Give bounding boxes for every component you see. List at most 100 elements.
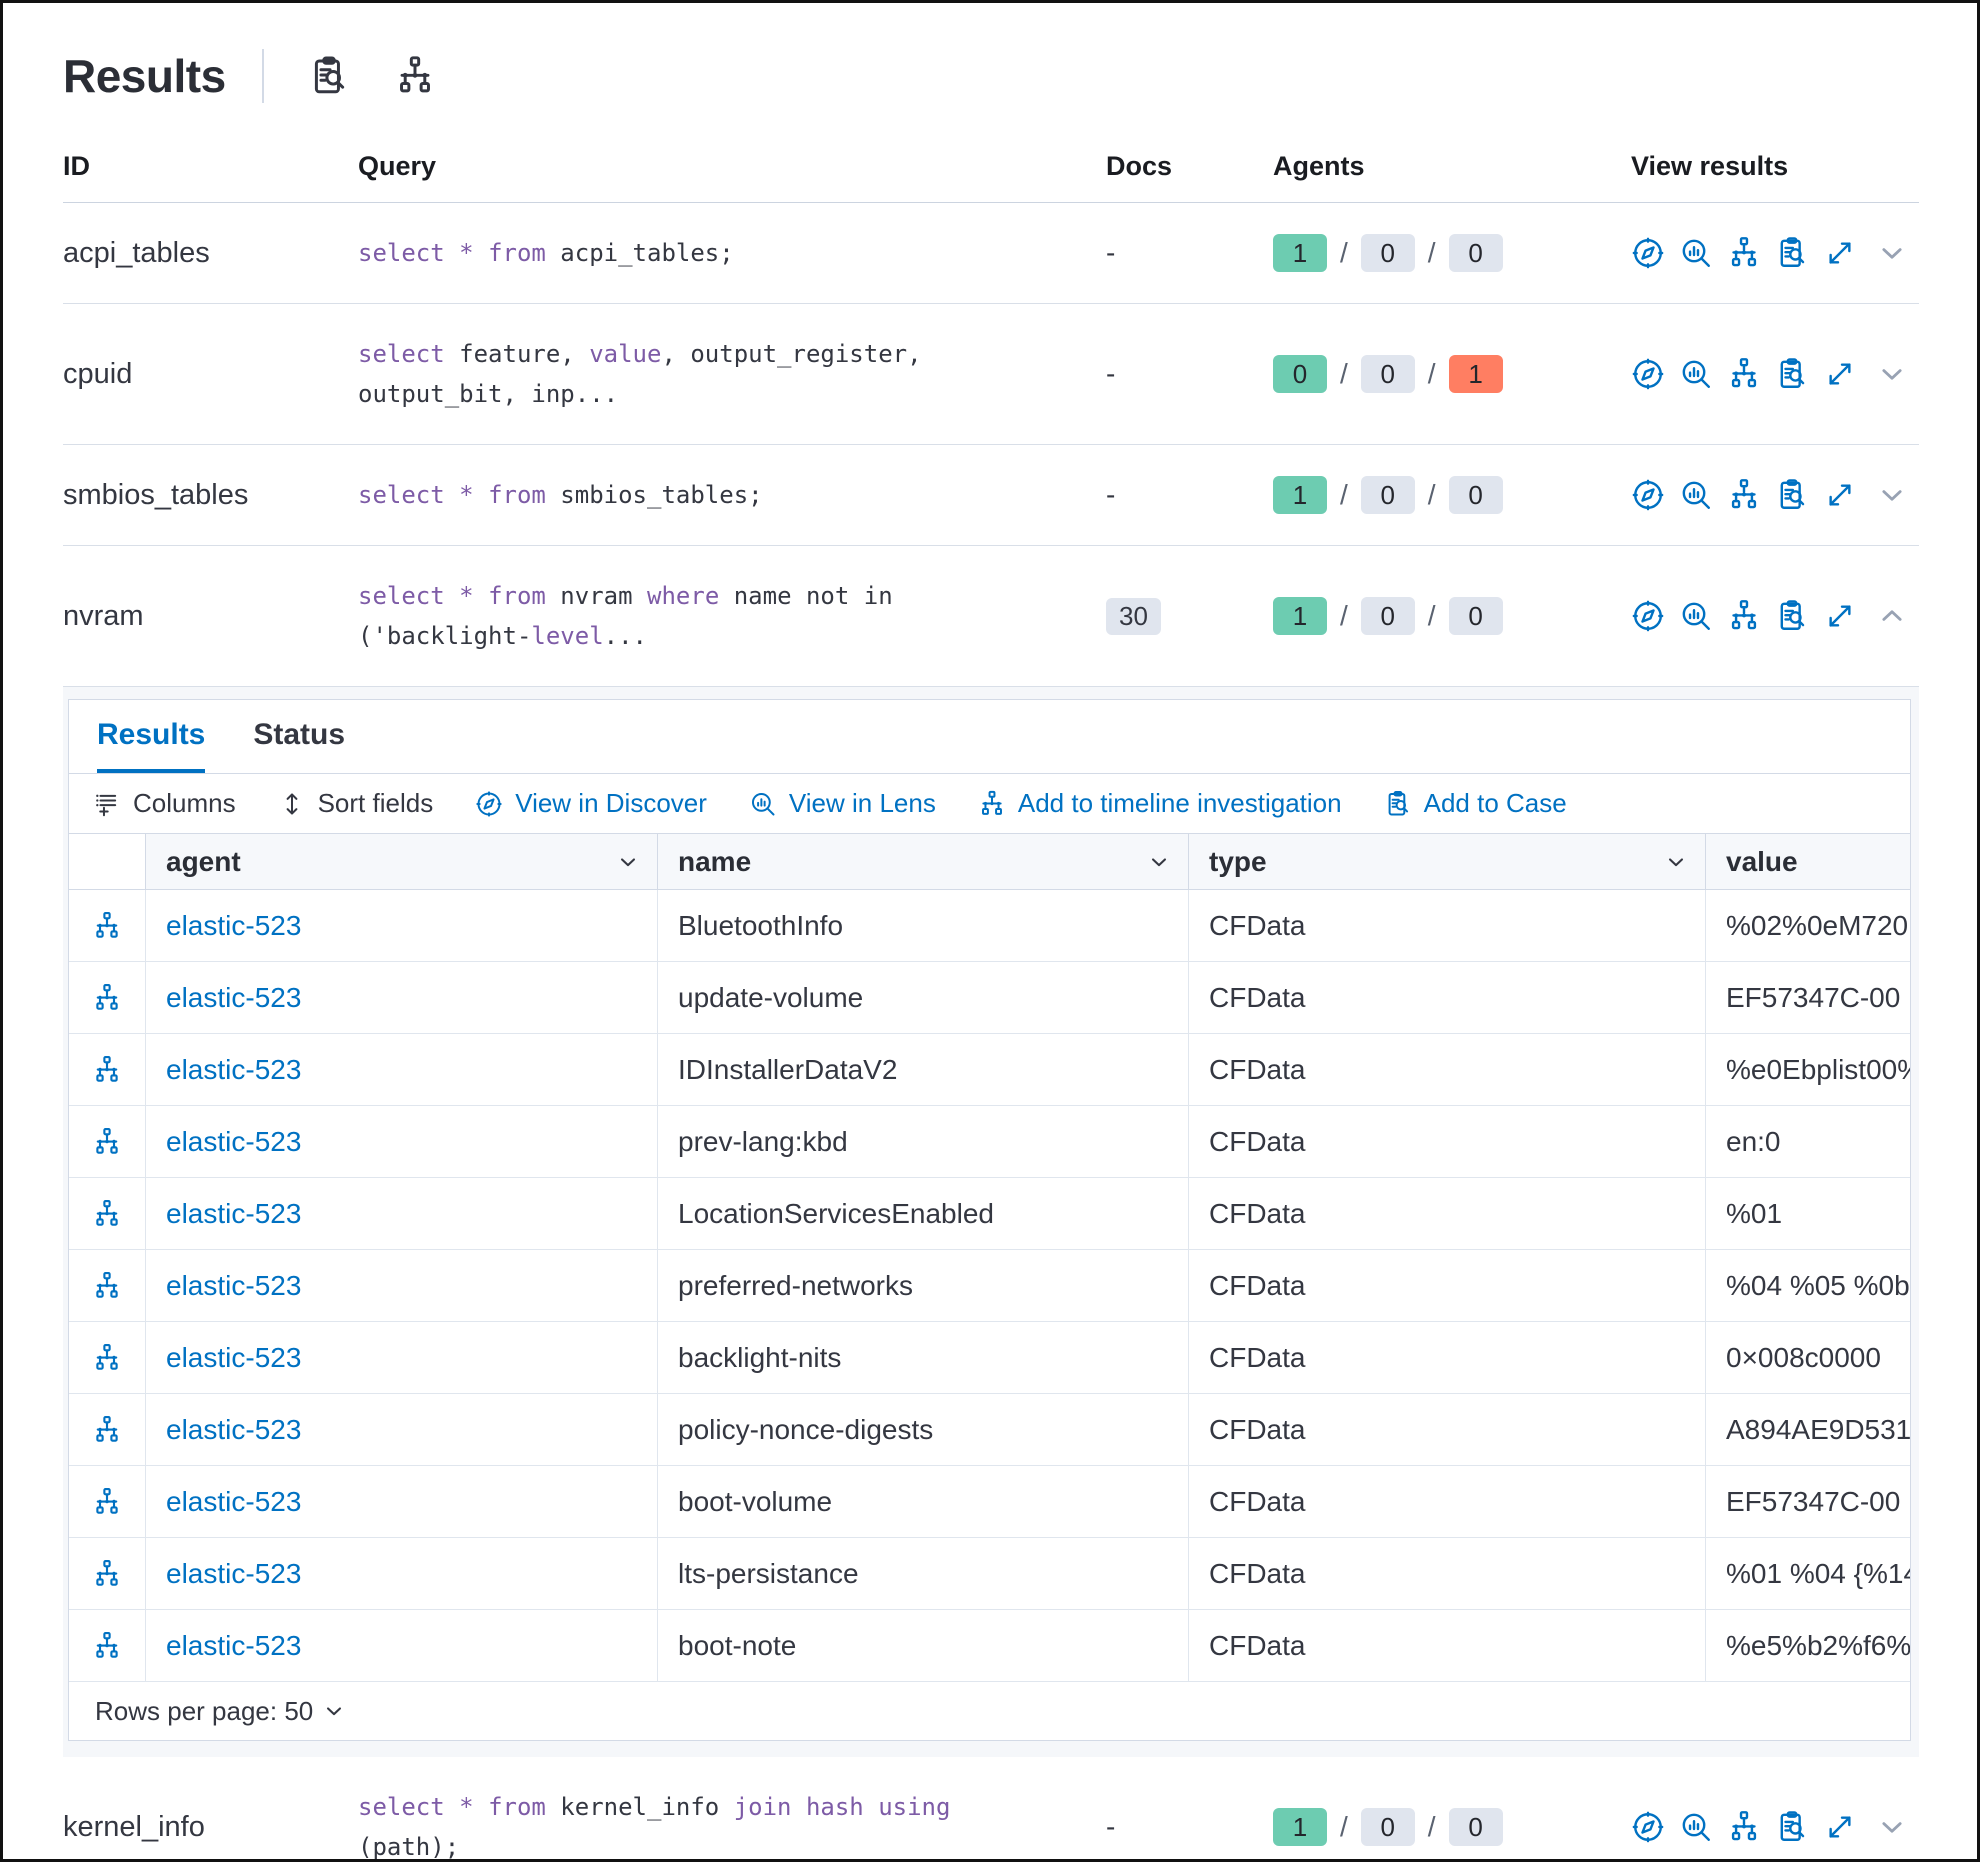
query-id: kernel_info <box>63 1810 205 1843</box>
grid-column-header-name[interactable]: name <box>658 834 1189 890</box>
timeline-icon[interactable] <box>92 1487 122 1517</box>
inspect-icon[interactable] <box>308 55 350 97</box>
lens-icon[interactable] <box>1679 1810 1713 1844</box>
expand-icon[interactable] <box>1823 599 1857 633</box>
agents-badge-green: 1 <box>1273 234 1327 272</box>
lens-icon[interactable] <box>1679 357 1713 391</box>
chevron-down-icon[interactable] <box>1877 359 1907 389</box>
chevron-up-icon[interactable] <box>1877 601 1907 631</box>
lens-icon[interactable] <box>1679 478 1713 512</box>
query-row-nvram: nvram select * from nvram where name not … <box>63 546 1919 687</box>
grid-column-header-agent[interactable]: agent <box>146 834 658 890</box>
timeline-icon[interactable] <box>92 1415 122 1445</box>
type-cell: CFData <box>1189 1250 1706 1321</box>
timeline-icon[interactable] <box>92 1199 122 1229</box>
expanded-row-panel: Results Status Columns Sort fields View in… <box>63 687 1919 1757</box>
query-sql: select feature, value, output_register, … <box>358 340 922 408</box>
row-details-cell <box>69 1538 146 1609</box>
timeline-icon[interactable] <box>1727 236 1761 270</box>
grid-header-controls <box>69 834 146 890</box>
timeline-icon[interactable] <box>1727 357 1761 391</box>
tree-icon[interactable] <box>394 55 436 97</box>
timeline-icon[interactable] <box>1727 478 1761 512</box>
name-cell: BluetoothInfo <box>658 890 1189 961</box>
lens-icon[interactable] <box>1679 599 1713 633</box>
agent-link[interactable]: elastic-523 <box>166 909 302 941</box>
query-row-smbios_tables: smbios_tables select * from smbios_tables… <box>63 445 1919 546</box>
timeline-icon[interactable] <box>92 983 122 1013</box>
agents-badge-green: 1 <box>1273 597 1327 635</box>
agents-separator: / <box>1340 358 1348 389</box>
discover-icon[interactable] <box>1631 478 1665 512</box>
timeline-icon[interactable] <box>92 1631 122 1661</box>
agent-link[interactable]: elastic-523 <box>166 1341 302 1373</box>
discover-icon[interactable] <box>1631 599 1665 633</box>
agents-separator: / <box>1340 479 1348 510</box>
rows-per-page-label: Rows per page: 50 <box>95 1695 314 1726</box>
agent-link[interactable]: elastic-523 <box>166 1053 302 1085</box>
agent-link[interactable]: elastic-523 <box>166 1557 302 1589</box>
chevron-down-icon[interactable] <box>1877 238 1907 268</box>
case-icon[interactable] <box>1775 1810 1809 1844</box>
grid-column-header-type[interactable]: type <box>1189 834 1706 890</box>
expand-icon[interactable] <box>1823 357 1857 391</box>
timeline-icon[interactable] <box>92 1127 122 1157</box>
name-cell: boot-note <box>658 1610 1189 1681</box>
case-icon[interactable] <box>1775 357 1809 391</box>
chevron-down-icon[interactable] <box>1148 851 1170 873</box>
timeline-icon[interactable] <box>92 1271 122 1301</box>
toolbar-columns[interactable]: Columns <box>93 788 236 819</box>
discover-icon[interactable] <box>1631 1810 1665 1844</box>
case-icon[interactable] <box>1775 236 1809 270</box>
chevron-down-icon[interactable] <box>1877 1812 1907 1842</box>
toolbar-label: Columns <box>133 788 236 818</box>
agent-cell: elastic-523 <box>146 1466 658 1537</box>
view-results-actions <box>1631 357 1919 391</box>
expand-icon[interactable] <box>1823 478 1857 512</box>
case-icon[interactable] <box>1775 478 1809 512</box>
agent-link[interactable]: elastic-523 <box>166 1413 302 1445</box>
tab-status[interactable]: Status <box>253 717 346 751</box>
toolbar-label: Add to Case <box>1423 788 1567 818</box>
agent-link[interactable]: elastic-523 <box>166 981 302 1013</box>
timeline-icon[interactable] <box>92 1055 122 1085</box>
discover-icon[interactable] <box>1631 236 1665 270</box>
agent-link[interactable]: elastic-523 <box>166 1125 302 1157</box>
agent-link[interactable]: elastic-523 <box>166 1197 302 1229</box>
timeline-icon[interactable] <box>92 1343 122 1373</box>
toolbar-sort-fields[interactable]: Sort fields <box>278 788 433 819</box>
case-icon[interactable] <box>1775 599 1809 633</box>
agent-link[interactable]: elastic-523 <box>166 1269 302 1301</box>
agents-separator: / <box>1340 237 1348 268</box>
rows-per-page-button[interactable]: Rows per page: 50 <box>95 1696 345 1727</box>
toolbar-add-to-case[interactable]: Add to Case <box>1384 788 1567 819</box>
agents-separator: / <box>1340 600 1348 631</box>
expand-icon[interactable] <box>1823 1810 1857 1844</box>
panel-tabs: Results Status <box>69 700 1910 774</box>
toolbar-view-in-discover[interactable]: View in Discover <box>475 788 707 819</box>
agent-link[interactable]: elastic-523 <box>166 1629 302 1661</box>
tab-results[interactable]: Results <box>97 700 206 773</box>
agent-link[interactable]: elastic-523 <box>166 1485 302 1517</box>
type-cell: CFData <box>1189 1322 1706 1393</box>
name-cell: preferred-networks <box>658 1250 1189 1321</box>
timeline-icon[interactable] <box>92 1559 122 1589</box>
grid-column-label: agent <box>166 845 241 877</box>
chevron-down-icon[interactable] <box>1665 851 1687 873</box>
agent-cell: elastic-523 <box>146 1394 658 1465</box>
chevron-down-icon[interactable] <box>1877 480 1907 510</box>
agent-cell: elastic-523 <box>146 1322 658 1393</box>
timeline-icon[interactable] <box>92 911 122 941</box>
toolbar-view-in-lens[interactable]: View in Lens <box>749 788 936 819</box>
chevron-down-icon[interactable] <box>617 851 639 873</box>
discover-icon[interactable] <box>1631 357 1665 391</box>
agents-badge-gray: 0 <box>1360 597 1415 635</box>
view-results-actions <box>1631 599 1919 633</box>
toolbar-add-to-timeline-investigation[interactable]: Add to timeline investigation <box>978 788 1342 819</box>
lens-icon[interactable] <box>1679 236 1713 270</box>
grid-column-header-value[interactable]: value <box>1706 834 1910 890</box>
expand-icon[interactable] <box>1823 236 1857 270</box>
timeline-icon[interactable] <box>1727 599 1761 633</box>
query-id: smbios_tables <box>63 478 249 511</box>
timeline-icon[interactable] <box>1727 1810 1761 1844</box>
